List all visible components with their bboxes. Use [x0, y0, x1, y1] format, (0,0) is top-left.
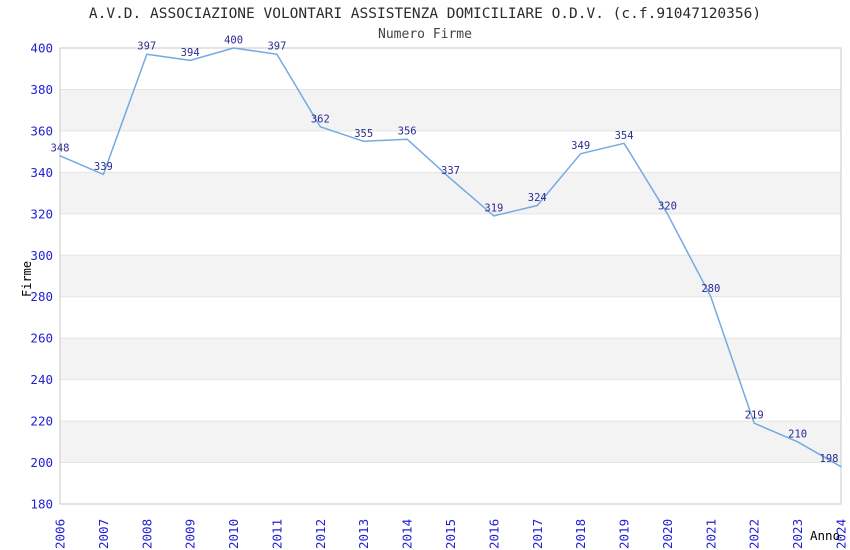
point-label: 349: [571, 140, 590, 152]
x-tick-label: 2011: [269, 519, 284, 549]
x-tick-label: 2016: [486, 519, 501, 549]
point-label: 219: [745, 410, 764, 422]
x-tick-label: 2010: [226, 519, 241, 549]
point-label: 354: [615, 130, 634, 142]
x-tick-label: 2017: [530, 519, 545, 549]
point-label: 198: [820, 453, 839, 465]
y-tick-label: 380: [30, 82, 53, 97]
y-tick-label: 260: [30, 331, 53, 346]
y-tick-label: 220: [30, 414, 53, 429]
plot-band: [60, 338, 841, 380]
y-tick-label: 300: [30, 248, 53, 263]
y-tick-label: 340: [30, 165, 53, 180]
x-axis-title: Anno: [810, 528, 841, 543]
point-label: 362: [311, 113, 330, 125]
point-label: 355: [354, 128, 373, 140]
x-tick-label: 2018: [573, 519, 588, 549]
y-tick-label: 320: [30, 206, 53, 221]
plot-band: [60, 89, 841, 131]
x-tick-label: 2008: [139, 519, 154, 549]
y-tick-label: 200: [30, 455, 53, 470]
point-label: 210: [788, 428, 807, 440]
point-label: 394: [181, 47, 200, 59]
point-label: 348: [51, 142, 70, 154]
x-tick-label: 2024: [834, 519, 849, 549]
y-tick-label: 180: [30, 497, 53, 512]
point-label: 280: [701, 283, 720, 295]
x-tick-label: 2021: [703, 519, 718, 549]
y-tick-label: 360: [30, 123, 53, 138]
point-label: 320: [658, 200, 677, 212]
y-tick-label: 280: [30, 289, 53, 304]
point-label: 397: [267, 41, 286, 53]
series-line: [59, 47, 842, 468]
point-label: 324: [528, 192, 547, 204]
point-label: 319: [484, 202, 503, 214]
x-tick-label: 2006: [53, 519, 68, 549]
point-label: 356: [398, 126, 417, 138]
x-tick-label: 2019: [617, 519, 632, 549]
y-tick-label: 400: [30, 41, 53, 56]
plot-band: [60, 255, 841, 297]
y-axis-title: Firme: [20, 260, 34, 297]
point-label: 337: [441, 165, 460, 177]
x-tick-label: 2009: [183, 519, 198, 549]
x-tick-label: 2020: [660, 519, 675, 549]
x-tick-label: 2012: [313, 519, 328, 549]
x-tick-label: 2013: [356, 519, 371, 549]
y-tick-label: 240: [30, 372, 53, 387]
x-tick-label: 2015: [443, 519, 458, 549]
chart-subtitle: Numero Firme: [378, 27, 472, 42]
x-tick-label: 2007: [96, 519, 111, 549]
x-tick-label: 2023: [790, 519, 805, 549]
x-tick-label: 2022: [747, 519, 762, 549]
chart-title: A.V.D. ASSOCIAZIONE VOLONTARI ASSISTENZA…: [88, 6, 762, 22]
plot-band: [60, 421, 841, 463]
point-label: 400: [224, 35, 243, 47]
point-label: 339: [94, 161, 113, 173]
x-tick-label: 2014: [400, 519, 415, 549]
plot-frame: [59, 47, 842, 505]
point-label: 397: [137, 41, 156, 53]
